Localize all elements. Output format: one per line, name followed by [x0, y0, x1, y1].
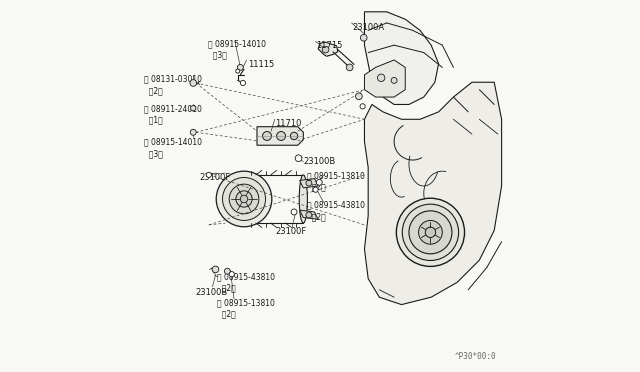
- Circle shape: [391, 77, 397, 83]
- Polygon shape: [364, 82, 502, 305]
- Circle shape: [216, 171, 272, 227]
- Text: Ⓜ 08915-13810
  （2）: Ⓜ 08915-13810 （2）: [217, 298, 275, 318]
- Circle shape: [306, 180, 312, 186]
- Text: 23100F: 23100F: [200, 173, 231, 182]
- Polygon shape: [191, 105, 196, 111]
- Polygon shape: [236, 69, 239, 73]
- Polygon shape: [318, 42, 338, 56]
- Ellipse shape: [300, 175, 307, 223]
- Circle shape: [316, 179, 322, 185]
- Circle shape: [396, 198, 465, 266]
- Text: 11715: 11715: [316, 41, 342, 51]
- Text: Ⓝ 08911-24010
  （1）: Ⓝ 08911-24010 （1）: [144, 105, 202, 125]
- Circle shape: [212, 266, 219, 273]
- Circle shape: [276, 132, 285, 140]
- Circle shape: [322, 46, 329, 53]
- Circle shape: [190, 129, 196, 135]
- Polygon shape: [364, 60, 405, 97]
- Circle shape: [225, 268, 230, 274]
- Text: Ⓜ 08915-14010
  （3）: Ⓜ 08915-14010 （3）: [144, 138, 202, 158]
- Circle shape: [236, 191, 252, 207]
- Polygon shape: [300, 210, 318, 219]
- Polygon shape: [257, 127, 303, 145]
- Circle shape: [229, 272, 234, 277]
- Text: 11115: 11115: [248, 60, 274, 69]
- Text: 23100F: 23100F: [276, 227, 307, 236]
- Circle shape: [356, 93, 362, 100]
- Circle shape: [346, 64, 353, 71]
- Circle shape: [229, 184, 259, 214]
- Circle shape: [295, 155, 302, 161]
- Circle shape: [237, 64, 243, 70]
- Circle shape: [190, 80, 196, 86]
- Text: 23100B: 23100B: [196, 288, 228, 297]
- Circle shape: [206, 172, 211, 177]
- Text: Ⓜ 08915-43810
  （2）: Ⓜ 08915-43810 （2）: [217, 272, 275, 292]
- Circle shape: [223, 177, 266, 221]
- Circle shape: [240, 195, 248, 203]
- Text: Ⓑ 08131-03010
  （2）: Ⓑ 08131-03010 （2）: [144, 75, 202, 95]
- Circle shape: [313, 187, 318, 192]
- Text: 23100B: 23100B: [303, 157, 335, 166]
- Polygon shape: [364, 12, 438, 105]
- Text: 23100A: 23100A: [353, 23, 385, 32]
- Circle shape: [240, 80, 246, 86]
- Circle shape: [360, 104, 365, 109]
- Text: 11710: 11710: [276, 119, 302, 128]
- Circle shape: [291, 209, 297, 215]
- Circle shape: [378, 74, 385, 81]
- Circle shape: [262, 132, 271, 140]
- Circle shape: [360, 35, 367, 41]
- Polygon shape: [300, 179, 318, 188]
- Circle shape: [425, 227, 436, 237]
- Circle shape: [403, 204, 459, 260]
- Circle shape: [306, 212, 312, 218]
- Circle shape: [291, 132, 298, 140]
- Circle shape: [419, 221, 442, 244]
- Text: Ⓜ 08915-14010
  （3）: Ⓜ 08915-14010 （3）: [208, 39, 266, 60]
- Circle shape: [409, 211, 452, 254]
- Text: ^P30*00:0: ^P30*00:0: [454, 352, 496, 361]
- Text: Ⓜ 08915-13810
  （2）: Ⓜ 08915-13810 （2）: [307, 171, 365, 191]
- Text: Ⓜ 08915-43810
  （2）: Ⓜ 08915-43810 （2）: [307, 201, 365, 221]
